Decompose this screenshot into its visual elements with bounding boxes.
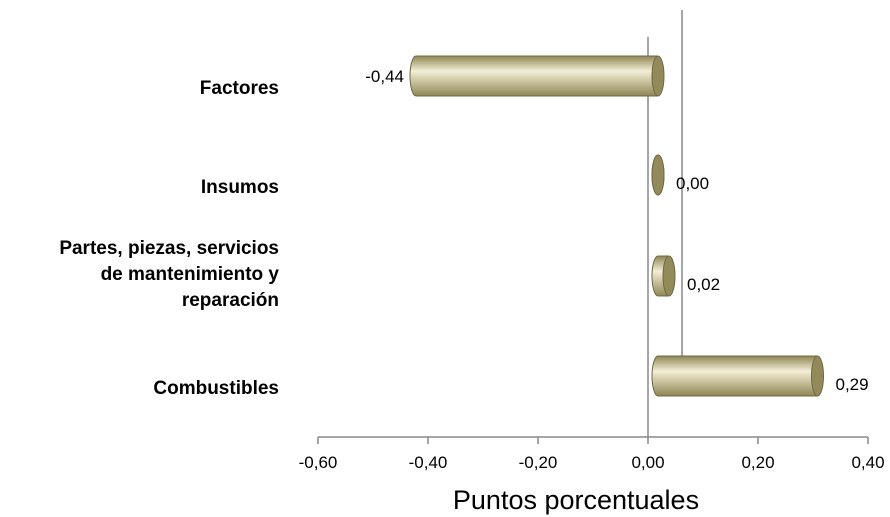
category-label: Factores (200, 78, 279, 99)
data-label: 0,02 (687, 275, 720, 294)
x-tick-label: -0,20 (519, 453, 558, 472)
bar (651, 255, 676, 297)
category-label: Insumos (201, 177, 279, 198)
data-label: 0,29 (836, 375, 869, 394)
x-tick-label: -0,60 (299, 453, 338, 472)
x-tick-label: 0,20 (741, 453, 774, 472)
bar-body (416, 56, 658, 96)
category-label: Partes, piezas, servicios (59, 238, 279, 259)
bar-end-cap (811, 355, 824, 397)
bar (409, 55, 665, 97)
bar-end-cap (651, 154, 665, 196)
bar (651, 355, 824, 397)
x-tick-label: -0,40 (409, 453, 448, 472)
bar (651, 154, 665, 196)
category-label: de mantenimiento y (101, 264, 280, 285)
bar-body (658, 356, 818, 396)
bar-end-cap (662, 255, 676, 297)
x-axis-title: Puntos porcentuales (453, 485, 699, 515)
category-label: Combustibles (153, 378, 279, 399)
bar-end-cap (651, 55, 665, 97)
data-label: -0,44 (365, 67, 404, 86)
data-label: 0,00 (676, 174, 709, 193)
x-tick-label: 0,00 (631, 453, 664, 472)
category-label: reparación (182, 290, 279, 311)
x-tick-label: 0,40 (851, 453, 884, 472)
